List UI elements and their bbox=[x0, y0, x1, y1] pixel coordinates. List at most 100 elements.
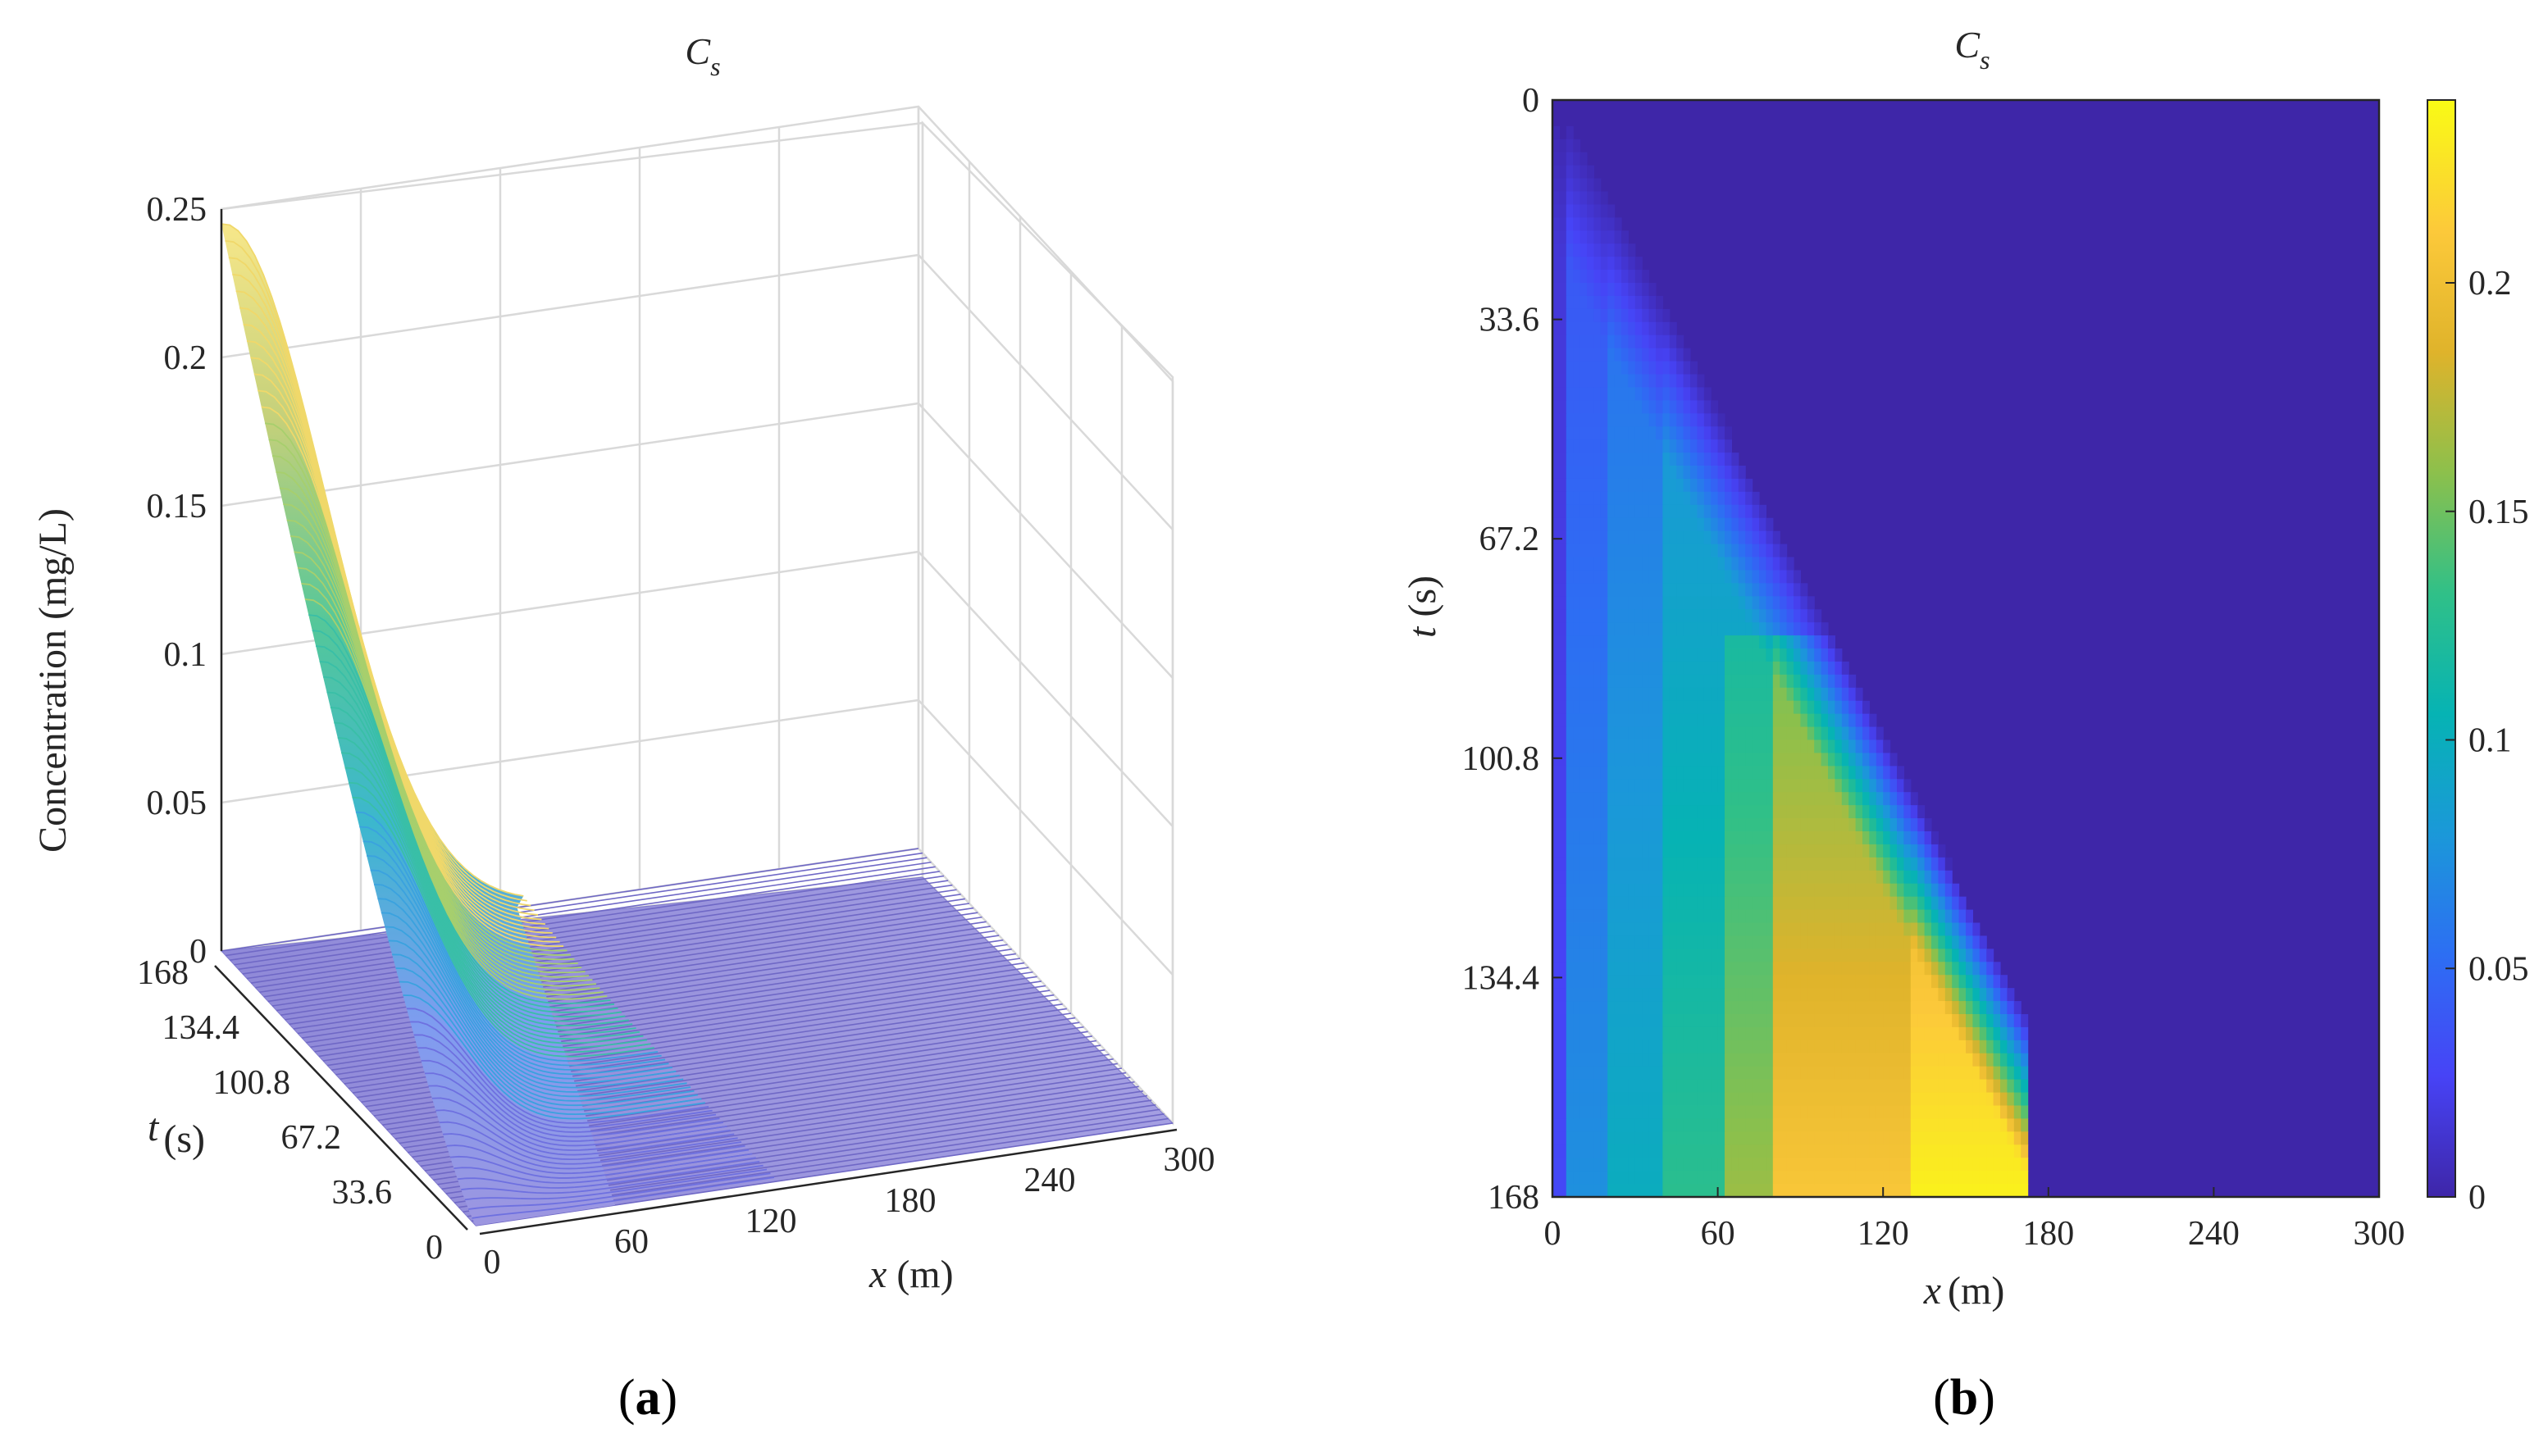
heatmap-cell bbox=[1690, 1105, 1698, 1120]
heatmap-cell bbox=[1634, 766, 1643, 780]
heatmap-cell bbox=[1794, 635, 1801, 649]
heatmap-cell bbox=[1717, 857, 1725, 871]
heatmap-cell bbox=[1566, 844, 1574, 858]
heatmap-cell bbox=[1559, 517, 1567, 532]
heatmap-cell bbox=[1579, 204, 1588, 218]
heatmap-cell bbox=[1662, 753, 1671, 767]
heatmap-cell bbox=[1869, 949, 1877, 962]
heatmap-cell bbox=[1794, 870, 1801, 885]
heatmap-cell bbox=[1869, 1184, 1877, 1197]
heatmap-cell bbox=[1573, 243, 1581, 257]
heatmap-cell bbox=[1938, 909, 1946, 924]
floor-mesh-line bbox=[234, 861, 932, 966]
heatmap-cell bbox=[1986, 1066, 1994, 1081]
heatmap-cell bbox=[1690, 583, 1698, 597]
heatmap-cell bbox=[1703, 909, 1712, 924]
heatmap-cell bbox=[1786, 766, 1794, 780]
heatmap-cell bbox=[1676, 413, 1684, 427]
heatmap-cell bbox=[1676, 453, 1684, 466]
heatmap-cell bbox=[1600, 230, 1608, 244]
heatmap-cell bbox=[2013, 1092, 2022, 1107]
heatmap-cell bbox=[1690, 949, 1698, 962]
heatmap-cell bbox=[1662, 1026, 1671, 1041]
heatmap-cell bbox=[1772, 831, 1780, 845]
heatmap-cell bbox=[1869, 844, 1877, 858]
heatmap-cell bbox=[1725, 478, 1732, 493]
heatmap-cell bbox=[1828, 1066, 1835, 1081]
t-tick-label: 100.8 bbox=[213, 1064, 291, 1102]
heatmap-cell bbox=[1552, 583, 1560, 597]
heatmap-cell bbox=[1573, 583, 1581, 597]
heatmap-cell bbox=[1628, 962, 1636, 976]
heatmap-cell bbox=[1648, 635, 1657, 649]
heatmap-cell bbox=[1607, 700, 1616, 715]
heatmap-cell bbox=[1607, 687, 1616, 702]
heatmap-cell bbox=[1690, 753, 1698, 767]
heatmap-cell bbox=[1559, 949, 1567, 962]
heatmap-cell bbox=[1690, 805, 1698, 819]
heatmap-cell bbox=[1656, 1014, 1663, 1028]
floor-mesh-line bbox=[289, 921, 987, 1026]
heatmap-cell bbox=[1772, 1158, 1780, 1172]
surface-mesh-line bbox=[334, 721, 636, 1035]
heatmap-cell bbox=[1566, 491, 1574, 506]
heatmap-cell bbox=[1855, 870, 1863, 885]
heatmap-cell bbox=[1593, 400, 1602, 414]
heatmap-cell bbox=[1841, 779, 1849, 793]
heatmap-cell bbox=[1841, 1105, 1849, 1120]
heatmap-cell bbox=[1745, 949, 1753, 962]
heatmap-cell bbox=[1835, 805, 1843, 819]
heatmap-cell bbox=[1814, 1118, 1822, 1132]
heatmap-cell bbox=[1869, 766, 1877, 780]
heatmap-cell bbox=[1952, 1001, 1960, 1015]
heatmap-cell bbox=[1593, 779, 1602, 793]
heatmap-cell bbox=[1711, 400, 1719, 414]
heatmap-cell bbox=[1587, 713, 1594, 728]
heatmap-cell bbox=[1662, 792, 1671, 806]
heatmap-cell bbox=[1944, 935, 1953, 949]
heatmap-cell bbox=[1579, 988, 1588, 1002]
heatmap-cell bbox=[1800, 1026, 1808, 1041]
heatmap-cell bbox=[1642, 687, 1650, 702]
heatmap-cell bbox=[1676, 1040, 1684, 1054]
heatmap-cell bbox=[1703, 922, 1712, 937]
heatmap-cell bbox=[1717, 739, 1725, 754]
heatmap-cell bbox=[1621, 1026, 1629, 1041]
heatmap-cell bbox=[1587, 818, 1594, 832]
heatmap-cell bbox=[1794, 1144, 1801, 1158]
heatmap-cell bbox=[1814, 674, 1822, 689]
heatmap-cell bbox=[1656, 1158, 1663, 1172]
heatmap-cell bbox=[1759, 935, 1766, 949]
heatmap-cell bbox=[1794, 570, 1801, 584]
heatmap-cell bbox=[1628, 426, 1636, 440]
heatmap-cell bbox=[1752, 949, 1760, 962]
heatmap-cell bbox=[1766, 1001, 1774, 1015]
heatmap-cell bbox=[1952, 1105, 1960, 1120]
heatmap-cell bbox=[1745, 635, 1753, 649]
heatmap-cell bbox=[1634, 792, 1643, 806]
heatmap-cell bbox=[1676, 1079, 1684, 1094]
heatmap-cell bbox=[1656, 1144, 1663, 1158]
heatmap-cell bbox=[1814, 700, 1822, 715]
heatmap-cell bbox=[1579, 622, 1588, 636]
heatmap-cell bbox=[1621, 792, 1629, 806]
heatmap-cell bbox=[1579, 243, 1588, 257]
heatmap-cell bbox=[1766, 700, 1774, 715]
heatmap-cell bbox=[1683, 870, 1691, 885]
heatmap-cell bbox=[1903, 909, 1912, 924]
heatmap-cell bbox=[1573, 1026, 1581, 1041]
heatmap-cell bbox=[1648, 361, 1657, 375]
heatmap-cell bbox=[1752, 687, 1760, 702]
heatmap-cell bbox=[1780, 753, 1788, 767]
heatmap-t-axis-label: t(s) bbox=[1401, 576, 1444, 638]
heatmap-cell bbox=[1669, 1118, 1677, 1132]
heatmap-cell bbox=[1600, 700, 1608, 715]
heatmap-cell bbox=[1924, 844, 1932, 858]
floor-mesh-line bbox=[280, 912, 978, 1016]
heatmap-cell bbox=[1683, 491, 1691, 506]
surface-mesh-line bbox=[439, 1121, 742, 1165]
heatmap-cell bbox=[1794, 1014, 1801, 1028]
heatmap-cell bbox=[1676, 779, 1684, 793]
heatmap-cell bbox=[1552, 713, 1560, 728]
heatmap-cell bbox=[1607, 844, 1616, 858]
